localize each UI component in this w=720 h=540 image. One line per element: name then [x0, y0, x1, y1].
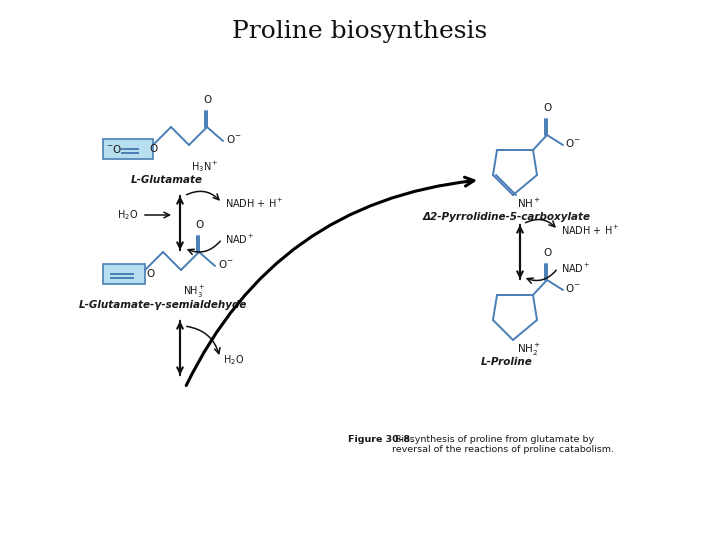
Text: H$_2$O: H$_2$O — [117, 208, 138, 222]
Text: O: O — [195, 220, 203, 230]
Text: Δ2-Pyrrolidine-5-carboxylate: Δ2-Pyrrolidine-5-carboxylate — [423, 212, 591, 222]
Text: NH$^+$: NH$^+$ — [517, 197, 541, 210]
Bar — [103, 139, 153, 159]
Text: O: O — [543, 248, 551, 258]
Text: Biosynthesis of proline from glutamate by
reversal of the reactions of proline c: Biosynthesis of proline from glutamate b… — [392, 435, 614, 454]
Text: H$_3$N$^+$: H$_3$N$^+$ — [191, 159, 219, 174]
Text: O: O — [149, 144, 157, 154]
Text: O$^{-}$: O$^{-}$ — [565, 137, 580, 149]
Text: L-Proline: L-Proline — [481, 357, 533, 367]
Text: $^{-}$O: $^{-}$O — [106, 143, 122, 155]
Text: NAD$^+$: NAD$^+$ — [225, 232, 255, 246]
Text: NADH + H$^+$: NADH + H$^+$ — [561, 224, 620, 237]
Text: H$_2$O: H$_2$O — [223, 353, 244, 367]
Text: O: O — [203, 95, 211, 105]
Text: L-Glutamate: L-Glutamate — [131, 175, 203, 185]
Text: Figure 30–8.: Figure 30–8. — [348, 435, 414, 444]
Text: O$^{-}$: O$^{-}$ — [565, 282, 580, 294]
Text: O: O — [146, 269, 154, 279]
Text: NH$_2^+$: NH$_2^+$ — [517, 342, 541, 358]
Text: O: O — [543, 103, 551, 113]
Text: O$^{-}$: O$^{-}$ — [218, 258, 233, 270]
Text: L-Glutamate-γ-semialdehyde: L-Glutamate-γ-semialdehyde — [78, 300, 247, 310]
Text: Proline biosynthesis: Proline biosynthesis — [233, 20, 487, 43]
Text: O$^{-}$: O$^{-}$ — [226, 133, 242, 145]
FancyArrowPatch shape — [186, 177, 474, 386]
Bar — [103, 264, 145, 284]
Text: NAD$^+$: NAD$^+$ — [561, 261, 590, 274]
Text: NH$_3^+$: NH$_3^+$ — [183, 284, 205, 300]
Text: NADH + H$^+$: NADH + H$^+$ — [225, 197, 284, 210]
